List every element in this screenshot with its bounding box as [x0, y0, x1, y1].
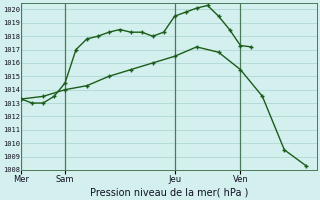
X-axis label: Pression niveau de la mer( hPa ): Pression niveau de la mer( hPa ) [90, 187, 248, 197]
